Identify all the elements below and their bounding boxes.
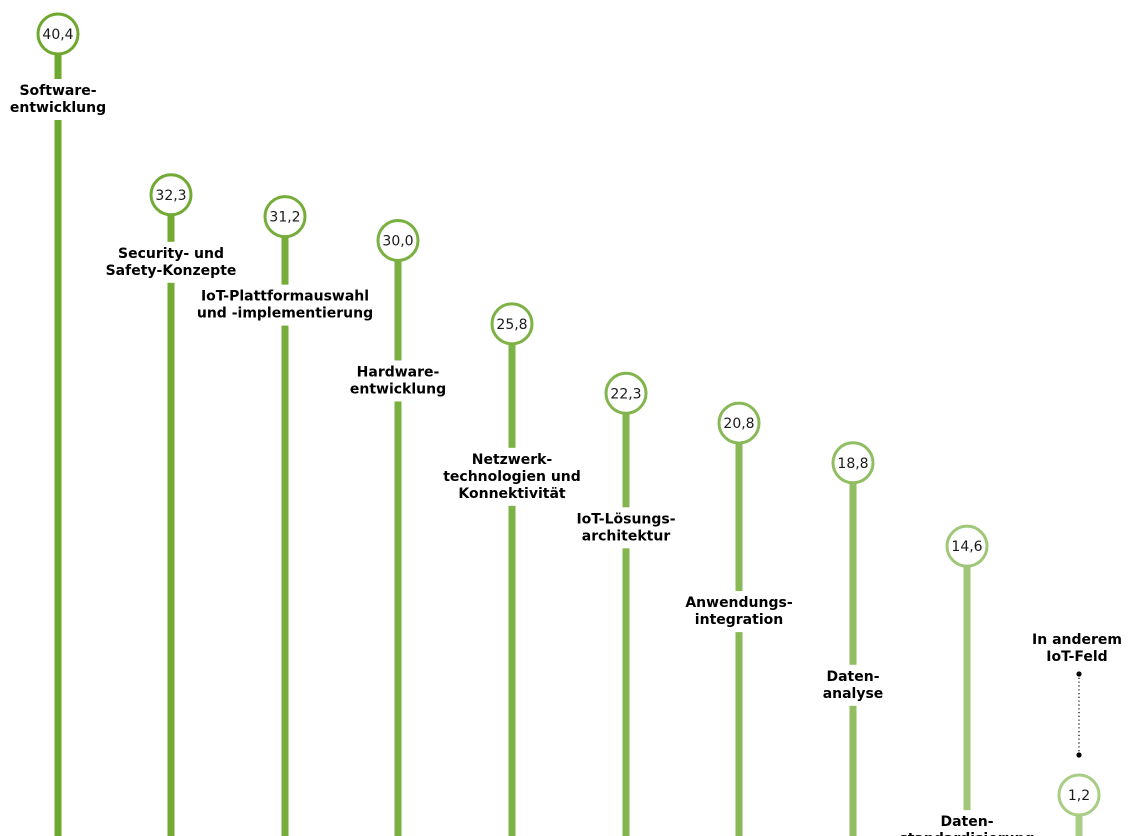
category-label: Daten-analyse [823,669,884,702]
category-label: IoT-Plattformauswahl und -implementierung [197,289,373,322]
data-label: 30,0 [382,233,413,249]
data-label: 25,8 [496,317,527,333]
bar [622,548,630,836]
value-marker [263,195,307,239]
bar-item: 20,8 Anwendungs-integration [685,401,793,836]
category-label: Security- und Safety-Konzepte [106,246,237,279]
bar-stem-upper [281,236,289,285]
value-marker [831,441,875,485]
bar [394,401,402,836]
bar-stem-upper [963,566,971,811]
bar-stem-upper [622,413,630,508]
bar-item: 22,3 IoT-Lösungs-architektur [576,371,676,836]
data-label: 32,3 [155,188,186,204]
category-label: Netzwerk-technologien und Konnektivität [443,452,581,502]
category-label: IoT-Lösungs-architektur [576,511,675,544]
data-label: 20,8 [723,416,754,432]
bar-item: 14,6 Daten-standardisierung [899,524,1035,836]
bar-stem-upper [54,54,62,79]
bar-item: 25,8 Netzwerk-technologien und Konnektivit… [443,302,581,836]
data-label: 40,4 [42,27,73,43]
category-label: Anwendungs-integration [685,595,793,628]
bar-item: 30,0 Hardware-entwicklung [350,218,446,836]
value-marker [149,173,193,217]
bar [54,120,62,836]
bar [735,632,743,836]
bar-item: 32,3 Security- und Safety-Konzepte [106,173,237,836]
data-label: 22,3 [610,386,641,402]
category-label: Daten-standardisierung [899,814,1034,836]
bar-stem-upper [735,443,743,592]
value-marker [36,12,80,56]
bar [1075,815,1083,836]
data-label: 1,2 [1068,788,1090,804]
data-label: 31,2 [269,210,300,226]
category-label: Hardware-entwicklung [350,364,446,397]
category-label: Software-entwicklung [10,83,106,116]
value-marker [604,371,648,415]
value-marker [376,218,420,262]
value-marker [945,524,989,568]
bar [849,705,857,836]
value-marker [717,401,761,445]
bar [508,505,516,836]
connector-dot [1076,752,1082,758]
bar-stem-upper [508,343,516,448]
bar-stem-upper [394,260,402,361]
bar [281,325,289,836]
connector-dot [1076,671,1082,677]
bar-item: 1,2 In anderem IoT-Feld [1032,632,1122,836]
bar-item: 31,2 IoT-Plattformauswahl und -implementie… [197,195,373,836]
bar-item: 18,8 Daten-analyse [823,441,884,836]
value-marker [490,302,534,346]
bar-stem-upper [167,214,175,242]
value-marker [1057,773,1101,817]
data-label: 14,6 [951,539,982,555]
bar-stem-upper [849,482,857,665]
category-label: In anderem IoT-Feld [1032,632,1122,665]
bar-item: 40,4 Software-entwicklung [10,12,106,836]
data-label: 18,8 [837,456,868,472]
bar [167,282,175,836]
